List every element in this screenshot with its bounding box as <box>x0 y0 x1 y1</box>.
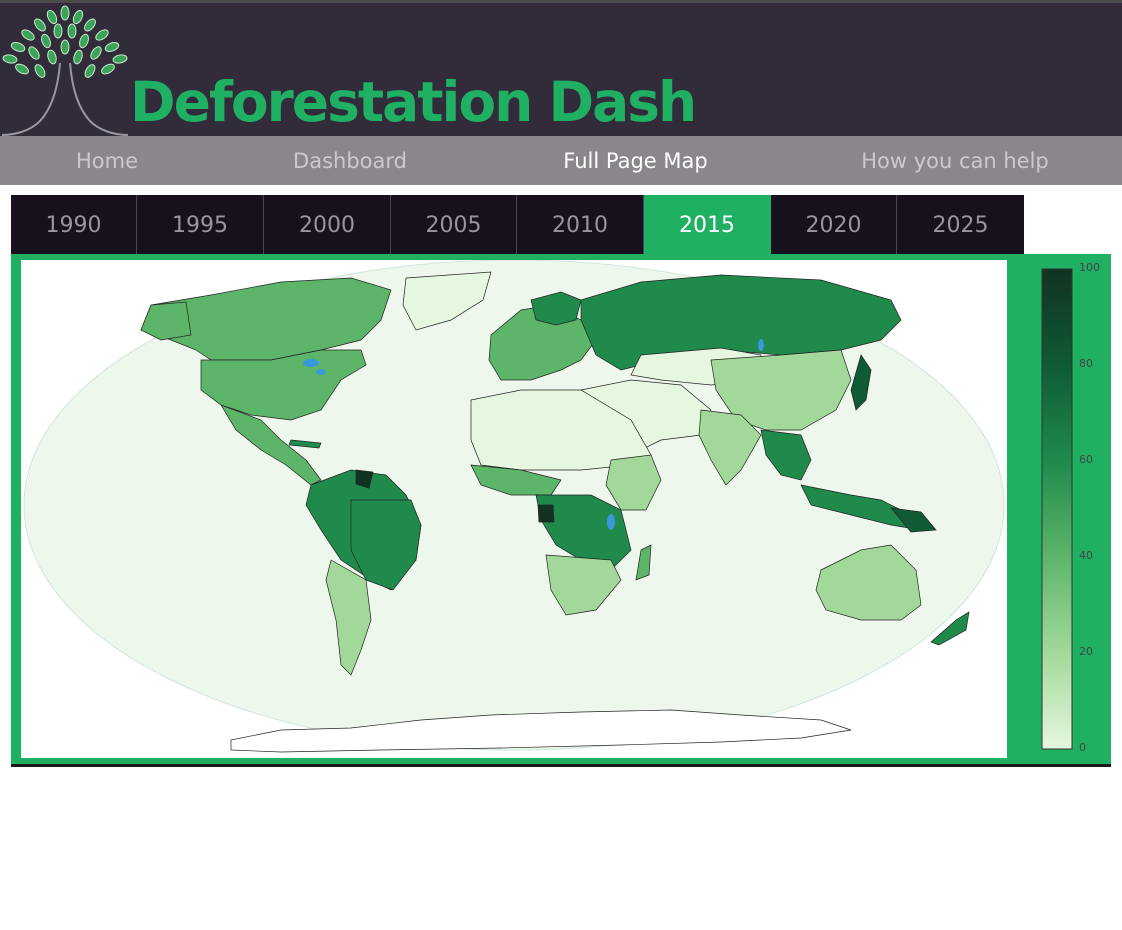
colorbar-gradient <box>1041 268 1073 750</box>
app-header: Deforestation Dash <box>0 3 1122 136</box>
nav-how-you-can-help[interactable]: How you can help <box>861 149 1049 173</box>
tab-year-2015[interactable]: 2015 <box>644 195 771 254</box>
map-bottom-divider <box>11 764 1111 767</box>
tab-year-2025[interactable]: 2025 <box>932 213 989 238</box>
tree-icon[interactable] <box>0 3 130 136</box>
tab-year-2005[interactable]: 2005 <box>391 195 517 254</box>
tab-year-2010[interactable]: 2010 <box>517 195 644 254</box>
main-nav: Home Dashboard Full Page Map How you can… <box>0 136 1122 185</box>
nav-dashboard[interactable]: Dashboard <box>293 149 407 173</box>
nav-home[interactable]: Home <box>75 149 138 173</box>
map-panel: 0 20 40 60 80 100 <box>11 254 1111 764</box>
colorbar-tick-40: 40 <box>1079 549 1093 562</box>
colorbar-tick-100: 100 <box>1079 261 1100 274</box>
colorbar-tick-0: 0 <box>1079 741 1086 754</box>
tab-year-2000[interactable]: 2000 <box>264 195 391 254</box>
colorbar-tick-80: 80 <box>1079 357 1093 370</box>
colorbar-tick-20: 20 <box>1079 645 1093 658</box>
colorbar-tick-60: 60 <box>1079 453 1093 466</box>
nav-full-page-map[interactable]: Full Page Map <box>563 149 708 173</box>
tab-year-2020[interactable]: 2020 <box>771 195 897 254</box>
color-legend: 0 20 40 60 80 100 <box>1041 262 1111 756</box>
year-tabs: 1990 1995 2000 2005 2010 2015 2020 2025 <box>11 195 1024 254</box>
tab-year-1995[interactable]: 1995 <box>137 195 264 254</box>
choropleth-map[interactable] <box>21 260 1007 758</box>
app-title: Deforestation Dash <box>130 70 697 134</box>
top-border <box>0 0 1122 3</box>
tab-year-1990[interactable]: 1990 <box>11 195 137 254</box>
